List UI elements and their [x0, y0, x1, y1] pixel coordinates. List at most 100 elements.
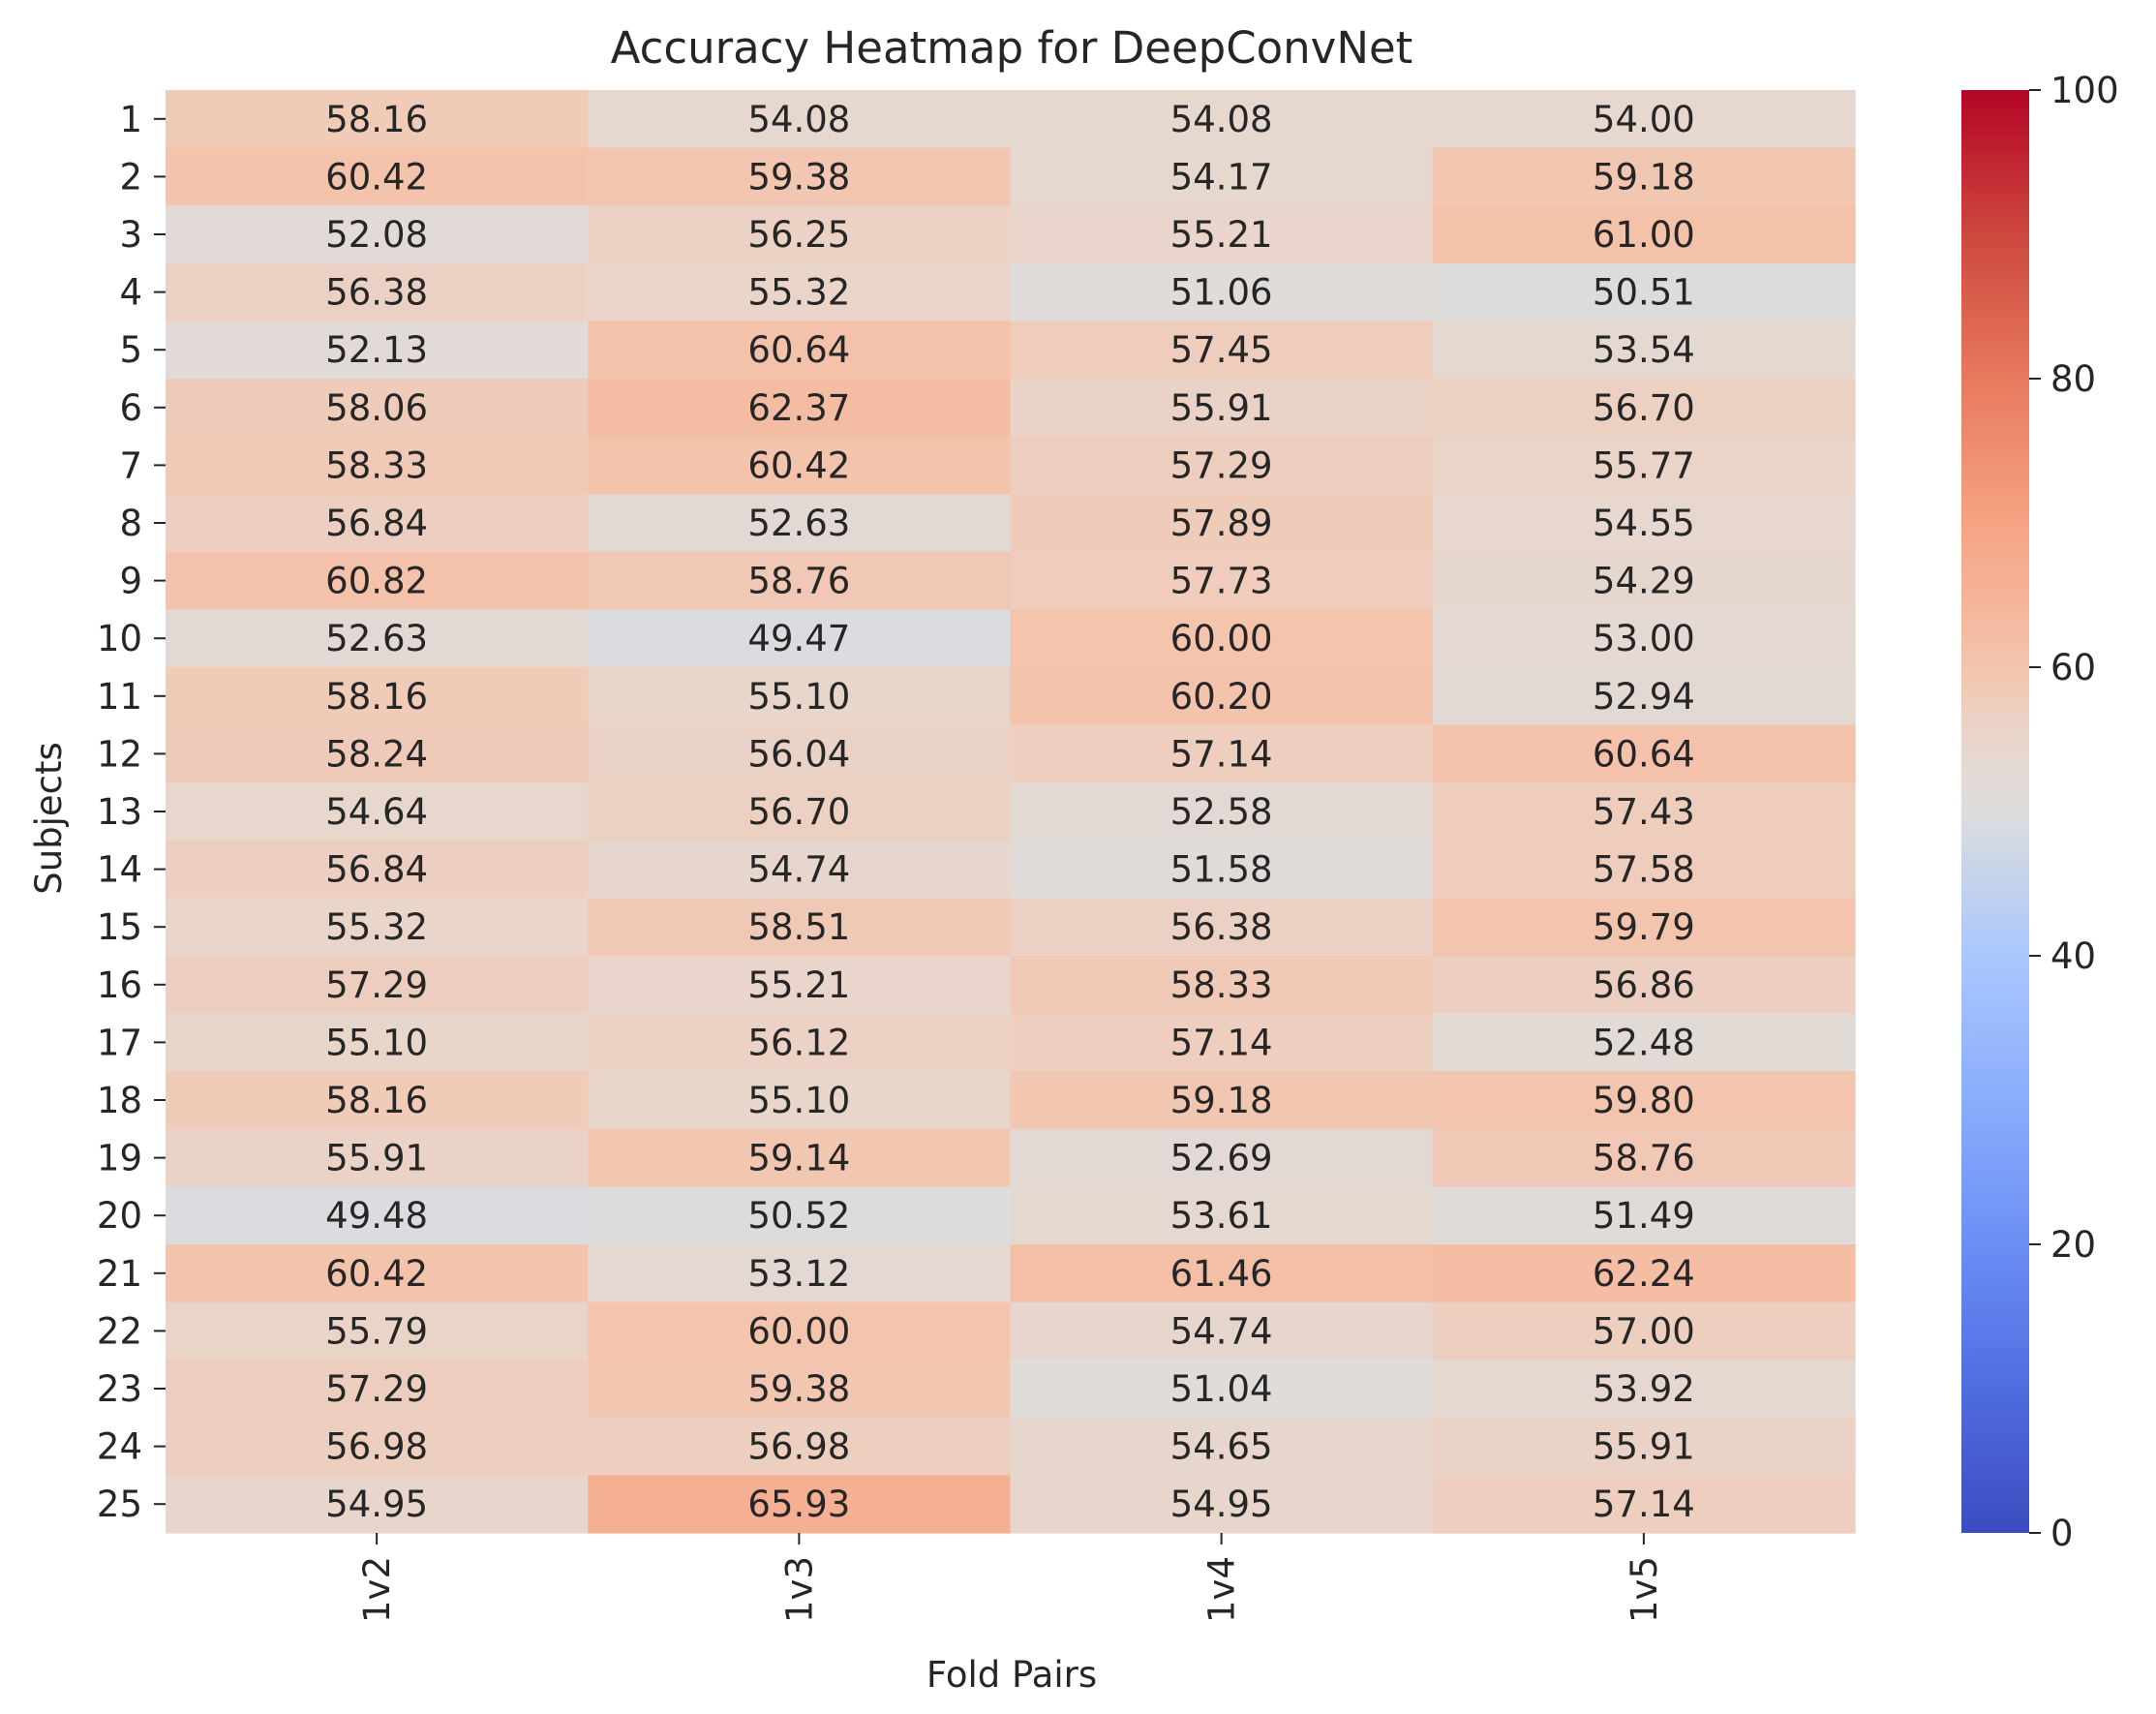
heatmap-cell — [1010, 1071, 1434, 1130]
heatmap-cell — [588, 262, 1012, 321]
heatmap-cell — [1432, 262, 1856, 321]
heatmap-cell — [1432, 90, 1856, 149]
y-axis: 1234567891011121314151617181920212223242… — [97, 99, 166, 1525]
heatmap-cell — [588, 147, 1012, 206]
heatmap-cell — [166, 1475, 589, 1534]
cell-value-label: 56.04 — [747, 733, 850, 775]
cell-value-label: 61.46 — [1170, 1253, 1273, 1295]
cell-value-label: 55.21 — [1170, 214, 1273, 256]
heatmap-cell — [588, 321, 1012, 380]
heatmap-cell — [1010, 1244, 1434, 1303]
cell-value-label: 60.42 — [325, 1253, 428, 1295]
heatmap-cell — [1432, 379, 1856, 438]
y-tick-label: 25 — [97, 1484, 142, 1525]
cell-value-label: 51.06 — [1170, 272, 1273, 314]
heatmap-cell — [166, 609, 589, 668]
heatmap-cell — [166, 262, 589, 321]
cell-value-label: 57.29 — [1170, 444, 1273, 486]
y-tick-label: 12 — [97, 733, 142, 775]
heatmap-cell — [1432, 205, 1856, 264]
cell-value-label: 60.20 — [1170, 676, 1273, 718]
heatmap-cell — [1432, 724, 1856, 783]
cell-value-label: 59.18 — [1593, 156, 1695, 198]
cell-value-label: 57.45 — [1170, 329, 1273, 371]
cell-value-label: 60.00 — [1170, 618, 1273, 659]
heatmap-cell — [588, 1244, 1012, 1303]
y-tick-label: 11 — [97, 676, 142, 718]
y-tick-label: 1 — [119, 99, 142, 140]
cell-value-label: 55.91 — [1593, 1426, 1695, 1468]
heatmap-cell — [166, 205, 589, 264]
heatmap-cell — [166, 782, 589, 842]
colorbar: 0 20 40 60 80 100 — [1961, 70, 2119, 1554]
heatmap-cell — [1010, 1013, 1434, 1072]
heatmap-cell — [1010, 262, 1434, 321]
heatmap-cell — [588, 379, 1012, 438]
cell-value-label: 57.14 — [1170, 1022, 1273, 1063]
heatmap-cell — [588, 667, 1012, 726]
cell-value-label: 57.14 — [1170, 733, 1273, 775]
heatmap-cell — [1010, 1417, 1434, 1476]
cell-value-label: 60.64 — [747, 329, 850, 371]
colorbar-tick-label: 40 — [2050, 935, 2096, 977]
y-tick-label: 7 — [119, 444, 142, 486]
cell-value-label: 54.17 — [1170, 156, 1273, 198]
y-tick-label: 21 — [97, 1253, 142, 1295]
cell-value-label: 56.84 — [325, 503, 428, 544]
heatmap-cell — [166, 898, 589, 957]
cell-value-label: 58.16 — [325, 99, 428, 140]
cell-value-label: 58.06 — [325, 387, 428, 429]
cell-value-label: 50.52 — [747, 1195, 850, 1237]
colorbar-gradient — [1961, 90, 2029, 1533]
cell-value-label: 57.00 — [1593, 1310, 1695, 1352]
y-tick-label: 2 — [119, 156, 142, 198]
x-tick-label: 1v4 — [1201, 1556, 1243, 1623]
heatmap-cell — [166, 1186, 589, 1245]
cell-value-label: 55.21 — [747, 964, 850, 1006]
cell-value-label: 57.73 — [1170, 561, 1273, 602]
heatmap-cell — [1432, 782, 1856, 842]
cell-value-label: 53.12 — [747, 1253, 850, 1295]
heatmap-cell — [1010, 724, 1434, 783]
cell-value-label: 49.48 — [325, 1195, 428, 1237]
heatmap-cell — [1432, 494, 1856, 553]
heatmap-cell — [166, 379, 589, 438]
heatmap-cell — [588, 1013, 1012, 1072]
heatmap-cell — [1010, 956, 1434, 1015]
cell-value-label: 56.12 — [747, 1022, 850, 1063]
cell-value-label: 56.38 — [1170, 906, 1273, 948]
heatmap-cell — [588, 956, 1012, 1015]
heatmap-cell — [588, 1360, 1012, 1419]
heatmap-cell — [1432, 1360, 1856, 1419]
cell-value-label: 55.10 — [747, 676, 850, 718]
y-tick-label: 24 — [97, 1426, 142, 1468]
heatmap-cell — [1010, 1475, 1434, 1534]
heatmap-cell — [1010, 1128, 1434, 1187]
heatmap-cell — [588, 1128, 1012, 1187]
x-tick-label: 1v2 — [356, 1556, 398, 1623]
cell-value-label: 55.10 — [747, 1080, 850, 1121]
cell-value-label: 56.86 — [1593, 964, 1695, 1006]
cell-value-label: 54.74 — [747, 849, 850, 891]
heatmap-cell — [166, 1301, 589, 1361]
cell-value-label: 52.94 — [1593, 676, 1695, 718]
heatmap-cell — [588, 90, 1012, 149]
cell-value-label: 55.79 — [325, 1310, 428, 1352]
heatmap-cell — [1010, 90, 1434, 149]
cell-value-label: 54.29 — [1593, 561, 1695, 602]
heatmap-cell — [1432, 147, 1856, 206]
cell-value-label: 53.54 — [1593, 329, 1695, 371]
cell-value-label: 52.08 — [325, 214, 428, 256]
cell-value-label: 57.89 — [1170, 503, 1273, 544]
cell-value-label: 58.24 — [325, 733, 428, 775]
cell-value-label: 65.93 — [747, 1484, 850, 1525]
cell-value-label: 56.98 — [747, 1426, 850, 1468]
cell-value-label: 54.55 — [1593, 503, 1695, 544]
cell-value-label: 62.24 — [1593, 1253, 1695, 1295]
heatmap-cell — [166, 840, 589, 899]
cell-value-label: 54.64 — [325, 791, 428, 833]
cell-value-label: 51.58 — [1170, 849, 1273, 891]
cell-value-label: 54.74 — [1170, 1310, 1273, 1352]
cell-value-label: 58.33 — [1170, 964, 1273, 1006]
heatmap-cell — [166, 1417, 589, 1476]
